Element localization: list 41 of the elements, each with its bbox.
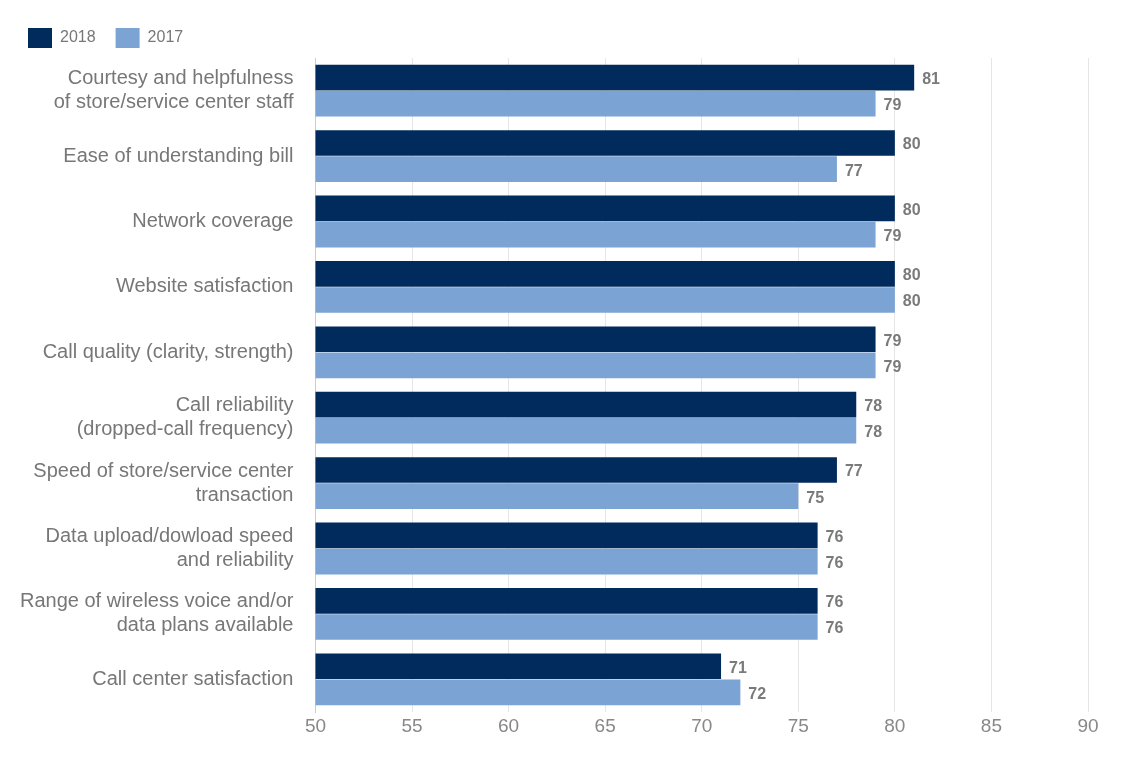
data-label: 79: [883, 357, 902, 375]
data-label: 76: [825, 619, 844, 637]
y-tick-label: Website satisfaction: [115, 274, 294, 297]
data-label: 80: [902, 292, 921, 310]
y-tick-label: Courtesy and helpfulness of store/service center staff: [53, 66, 294, 113]
y-tick-label: Call center satisfaction: [92, 666, 294, 689]
legend-label: 2017: [147, 28, 184, 46]
data-label: 75: [806, 488, 825, 506]
x-tick-label: 90: [1077, 714, 1099, 736]
y-tick-label: Data upload/dowload speed and reliability: [45, 524, 294, 571]
x-tick-label: 50: [304, 714, 327, 736]
x-tick-label: 75: [787, 714, 809, 736]
data-label: 78: [864, 397, 883, 415]
x-tick-label: 70: [691, 714, 713, 736]
x-tick-label: 60: [498, 714, 520, 736]
data-label: 71: [729, 658, 747, 676]
data-label: 76: [825, 553, 844, 571]
data-label: 76: [825, 527, 844, 545]
data-label: 80: [902, 200, 921, 218]
data-label: 76: [825, 593, 844, 611]
y-tick-label: Network coverage: [132, 209, 294, 232]
y-tick-label: Call reliability (dropped-call frequency): [76, 393, 294, 440]
data-label: 77: [844, 462, 863, 480]
y-tick-label: Speed of store/service center transaction: [33, 458, 294, 505]
x-tick-label: 55: [401, 714, 423, 736]
x-tick-label: 80: [884, 714, 906, 736]
data-label: 78: [864, 423, 883, 441]
data-label: 80: [902, 135, 921, 153]
data-label: 81: [922, 70, 941, 88]
data-label: 77: [844, 161, 863, 179]
y-tick-label: Range of wireless voice and/or data plans available: [19, 589, 294, 636]
x-tick-label: 65: [594, 714, 616, 736]
data-label: 79: [883, 331, 902, 349]
data-label: 79: [883, 96, 902, 114]
y-tick-label: Call quality (clarity, strength): [42, 339, 294, 362]
data-label: 79: [883, 226, 902, 244]
data-label: 80: [902, 266, 921, 284]
x-tick-label: 85: [980, 714, 1002, 736]
y-tick-label: Ease of understanding bill: [63, 143, 294, 166]
data-label: 72: [748, 684, 767, 702]
legend-label: 2018: [60, 28, 96, 46]
